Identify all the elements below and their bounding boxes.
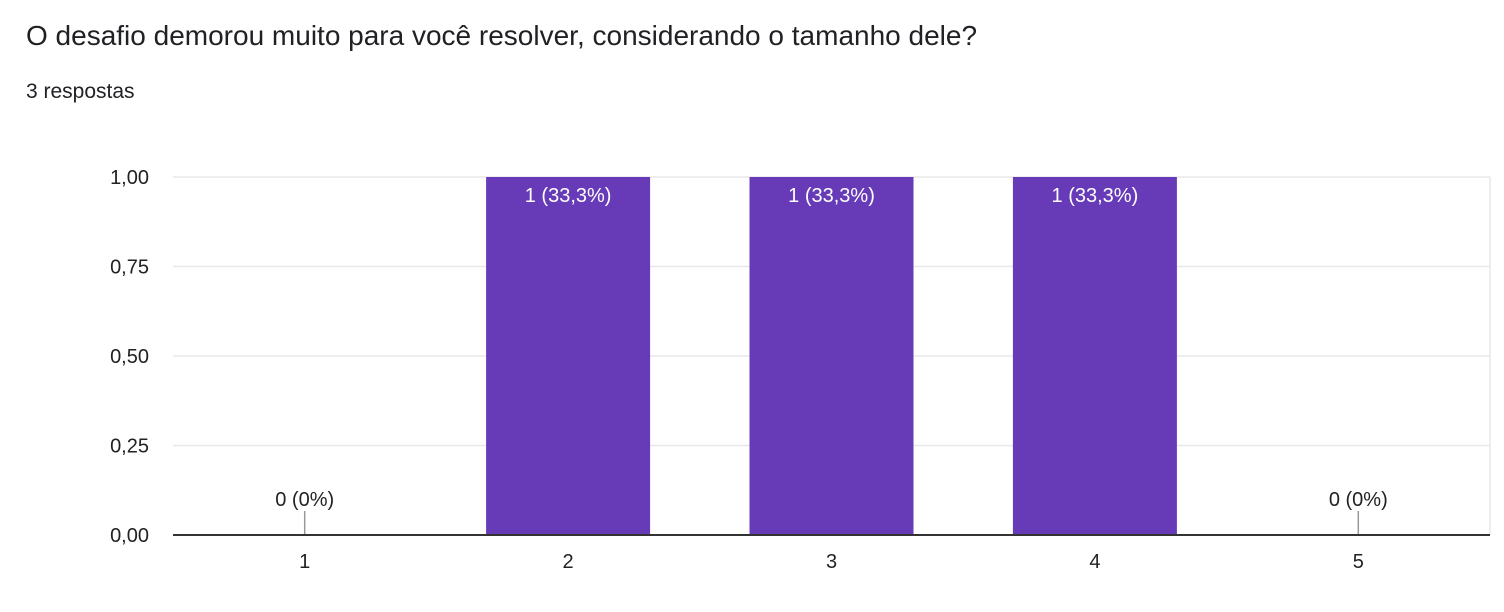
bar [486,177,650,535]
bar [1013,177,1177,535]
data-label: 0 (0%) [1329,489,1388,511]
data-label: 1 (33,3%) [525,185,612,207]
x-tick-label: 2 [563,551,574,573]
x-tick-label: 1 [299,551,310,573]
y-tick-label: 0,75 [110,257,149,279]
bar [750,177,914,535]
y-tick-label: 1,00 [110,167,149,189]
y-tick-label: 0,50 [110,346,149,368]
data-label: 0 (0%) [275,489,334,511]
x-tick-label: 3 [826,551,837,573]
y-tick-label: 0,25 [110,436,149,458]
x-tick-label: 4 [1089,551,1100,573]
data-label: 1 (33,3%) [1052,185,1139,207]
y-tick-label: 0,00 [110,525,149,547]
x-tick-label: 5 [1353,551,1364,573]
data-label: 1 (33,3%) [788,185,875,207]
